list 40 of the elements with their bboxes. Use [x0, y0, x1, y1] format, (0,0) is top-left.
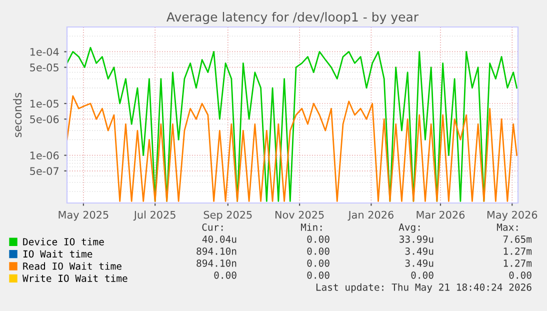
x-tick-label: Sep 2025: [204, 210, 252, 221]
legend-label: Device IO time: [23, 238, 104, 246]
text: 40.04u: [202, 235, 236, 243]
text: 3.49u: [405, 247, 434, 255]
y-axis-title: seconds: [13, 92, 22, 138]
legend-label: Read IO Wait time: [23, 262, 122, 270]
x-tick-label: Jan 2026: [348, 210, 394, 221]
text: 894.10n: [196, 259, 236, 267]
text: 0.00: [411, 271, 434, 279]
legend-label: IO Wait time: [23, 250, 92, 258]
text: 7.65m: [503, 235, 532, 243]
y-tick-label: 1e-04: [30, 48, 59, 56]
text: 1.27m: [504, 259, 532, 267]
x-tick-label: Nov 2025: [275, 210, 324, 219]
text: Avg:: [398, 224, 420, 233]
text: 0.00: [307, 235, 330, 243]
text: Cur:: [202, 223, 223, 231]
text: 0.00: [307, 247, 330, 255]
x-tick-label: Jul 2025: [133, 210, 176, 221]
text: 33.99u: [400, 235, 434, 243]
text: Max:: [496, 224, 518, 231]
text: 894.10n: [196, 247, 236, 255]
legend-label: Write IO Wait time: [22, 274, 128, 282]
text: 0.00: [509, 271, 532, 279]
y-tick-label: 1e-05: [30, 100, 58, 108]
y-tick-label: 1e-06: [30, 152, 59, 160]
text: 0.00: [307, 259, 330, 267]
x-tick-label: May 2025: [58, 210, 108, 221]
y-tick-label: 5e-06: [30, 115, 59, 124]
text: 0.00: [307, 271, 330, 279]
text: Last update: Thu May 21 18:40:24 2026: [316, 283, 532, 293]
chart-title: Average latency for /dev/loop1 - by year: [166, 12, 419, 24]
text: 3.49u: [405, 259, 434, 267]
y-tick-label: 5e-07: [30, 167, 58, 176]
text: 0.00: [214, 271, 236, 279]
x-tick-label: Mar 2026: [416, 210, 465, 219]
x-tick-label: May 2026: [487, 210, 538, 221]
text: 1.27m: [504, 247, 532, 255]
y-tick-label: 5e-05: [30, 64, 58, 72]
text: Min:: [300, 223, 322, 231]
